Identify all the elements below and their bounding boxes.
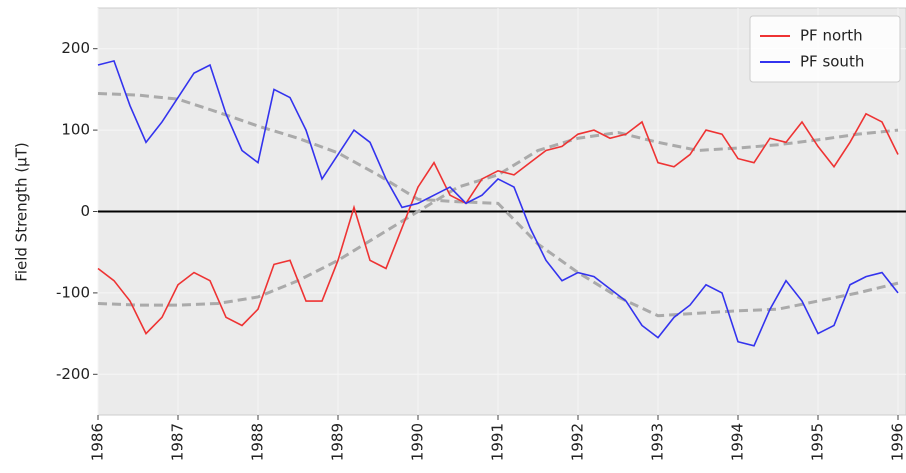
x-tick-label: 1995 xyxy=(809,423,827,461)
y-tick-label: -200 xyxy=(56,365,90,383)
trend-line xyxy=(97,91,899,318)
x-tick-label: 1992 xyxy=(569,423,587,461)
series-line xyxy=(97,112,899,335)
x-tick-label: 1991 xyxy=(489,423,507,461)
x-tick-label: 1996 xyxy=(889,423,906,461)
y-tick-label: 200 xyxy=(61,39,90,57)
y-tick-label: -100 xyxy=(56,283,90,301)
x-tick-label: 1988 xyxy=(249,423,267,461)
y-axis-label: Field Strength (μT) xyxy=(13,142,31,281)
y-tick-label: 100 xyxy=(61,121,90,139)
x-tick-label: 1986 xyxy=(89,423,107,461)
y-tick-label: 0 xyxy=(80,202,90,220)
legend-label: PF north xyxy=(800,27,863,45)
legend-box xyxy=(749,15,901,83)
series-line xyxy=(97,59,899,347)
x-tick-label: 1993 xyxy=(649,423,667,461)
legend-label: PF south xyxy=(800,53,864,71)
x-tick-label: 1987 xyxy=(169,423,187,461)
x-tick-label: 1990 xyxy=(409,423,427,461)
x-tick-label: 1994 xyxy=(729,423,747,461)
x-tick-label: 1989 xyxy=(329,423,347,461)
